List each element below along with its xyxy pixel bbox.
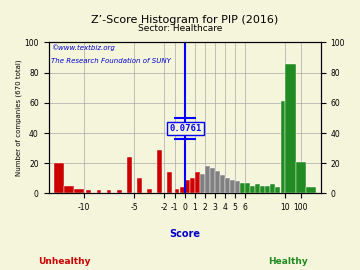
- Bar: [220, 175, 225, 193]
- X-axis label: Score: Score: [169, 229, 200, 239]
- Bar: [54, 163, 64, 193]
- Y-axis label: Number of companies (670 total): Number of companies (670 total): [15, 60, 22, 176]
- Bar: [167, 172, 172, 193]
- Bar: [210, 168, 215, 193]
- Bar: [157, 150, 162, 193]
- Bar: [190, 178, 195, 193]
- Bar: [235, 181, 240, 193]
- Bar: [260, 186, 265, 193]
- Title: Z’-Score Histogram for PIP (2016): Z’-Score Histogram for PIP (2016): [91, 15, 278, 25]
- Bar: [117, 190, 122, 193]
- Bar: [285, 63, 296, 193]
- Bar: [64, 186, 74, 193]
- Bar: [107, 190, 112, 193]
- Bar: [180, 187, 185, 193]
- Bar: [127, 157, 132, 193]
- Text: Unhealthy: Unhealthy: [39, 257, 91, 266]
- Bar: [275, 187, 280, 193]
- Text: ©www.textbiz.org: ©www.textbiz.org: [51, 44, 115, 51]
- Bar: [74, 189, 84, 193]
- Bar: [265, 186, 270, 193]
- Bar: [195, 172, 200, 193]
- Bar: [147, 189, 152, 193]
- Bar: [205, 166, 210, 193]
- Text: Healthy: Healthy: [268, 257, 308, 266]
- Text: 0.0761: 0.0761: [169, 124, 202, 133]
- Bar: [306, 187, 316, 193]
- Bar: [255, 184, 260, 193]
- Bar: [250, 186, 255, 193]
- Bar: [175, 189, 180, 193]
- Bar: [296, 162, 306, 193]
- Bar: [280, 101, 285, 193]
- Bar: [200, 174, 205, 193]
- Bar: [215, 171, 220, 193]
- Bar: [245, 183, 250, 193]
- Bar: [86, 190, 91, 193]
- Bar: [230, 180, 235, 193]
- Bar: [137, 178, 142, 193]
- Bar: [185, 180, 190, 193]
- Bar: [270, 184, 275, 193]
- Text: The Research Foundation of SUNY: The Research Foundation of SUNY: [51, 58, 171, 63]
- Bar: [240, 183, 245, 193]
- Bar: [225, 178, 230, 193]
- Text: Sector: Healthcare: Sector: Healthcare: [138, 24, 222, 33]
- Bar: [96, 190, 102, 193]
